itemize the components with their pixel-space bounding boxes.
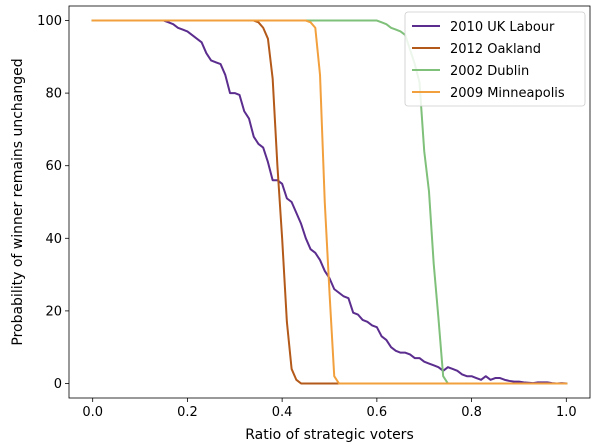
x-tick: 0.0 <box>82 398 103 420</box>
y-tick-label: 40 <box>45 232 62 247</box>
series-4 <box>91 19 568 385</box>
y-tick-label: 80 <box>45 87 62 102</box>
x-tick-label: 1.0 <box>556 405 577 420</box>
x-tick: 0.4 <box>272 398 293 420</box>
legend-label: 2002 Dublin <box>450 64 529 79</box>
series-line <box>91 19 568 385</box>
y-tick-label: 0 <box>54 377 62 392</box>
x-tick-label: 0.2 <box>177 405 198 420</box>
legend-entry: 2012 Oakland <box>412 42 541 57</box>
x-tick: 0.2 <box>177 398 198 420</box>
x-tick-label: 0.0 <box>82 405 103 420</box>
y-tick: 60 <box>45 159 69 174</box>
series-line <box>91 19 568 385</box>
series-line <box>91 19 568 385</box>
legend-label: 2010 UK Labour <box>450 20 555 35</box>
x-tick: 0.6 <box>367 398 388 420</box>
series-1 <box>91 19 568 385</box>
legend-entry: 2009 Minneapolis <box>412 86 565 101</box>
legend-entry: 2010 UK Labour <box>412 20 555 35</box>
x-tick-label: 0.6 <box>367 405 388 420</box>
y-tick: 100 <box>37 14 69 29</box>
y-tick-label: 20 <box>45 304 62 319</box>
y-axis-ticks: 0 20 40 60 80 100 <box>37 14 69 392</box>
plot-area-frame <box>68 5 591 399</box>
y-tick: 40 <box>45 232 69 247</box>
series-2 <box>91 19 568 385</box>
y-tick-label: 100 <box>37 14 62 29</box>
legend: 2010 UK Labour 2012 Oakland 2002 Dublin 200… <box>404 11 586 107</box>
x-tick-label: 0.8 <box>461 405 482 420</box>
legend-label: 2012 Oakland <box>450 42 541 57</box>
legend-label: 2009 Minneapolis <box>450 86 565 101</box>
x-tick-label: 0.4 <box>272 405 293 420</box>
legend-entry: 2002 Dublin <box>412 64 529 79</box>
y-tick-label: 60 <box>45 159 62 174</box>
x-axis-ticks: 0.0 0.2 0.4 0.6 0.8 1.0 <box>82 398 577 420</box>
x-tick: 1.0 <box>556 398 577 420</box>
legend-box <box>404 11 586 107</box>
y-tick: 0 <box>54 377 69 392</box>
x-axis-label: Ratio of strategic voters <box>245 427 414 443</box>
y-axis-label: Probability of winner remains unchanged <box>10 58 26 345</box>
y-tick: 80 <box>45 87 69 102</box>
x-tick: 0.8 <box>461 398 482 420</box>
y-tick: 20 <box>45 304 69 319</box>
